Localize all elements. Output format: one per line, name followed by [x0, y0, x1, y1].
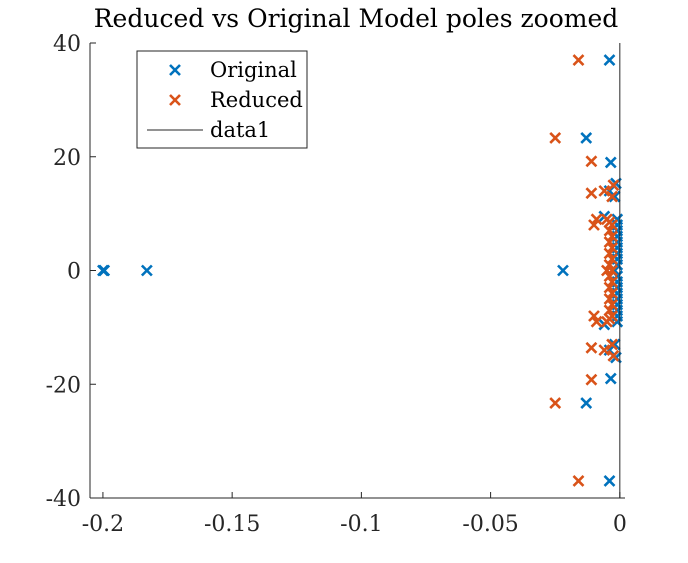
reduced-pole-marker — [606, 338, 618, 351]
original-pole-marker — [603, 54, 616, 66]
legend-original-label: Original — [210, 58, 297, 82]
original-pole-marker — [98, 264, 111, 277]
x-tick-label: 0 — [613, 512, 627, 537]
x-tick-label: -0.1 — [340, 512, 382, 537]
x-tick-label: -0.2 — [82, 512, 124, 537]
reduced-pole-marker — [549, 132, 562, 144]
chart-title: Reduced vs Original Model poles zoomed — [94, 4, 619, 33]
original-pole-marker — [140, 264, 153, 277]
legend-original-marker — [169, 64, 181, 76]
y-tick-label: -20 — [46, 373, 81, 398]
legend-data1-label: data1 — [210, 118, 270, 142]
x-tick-label: -0.15 — [204, 512, 260, 537]
reduced-pole-marker — [585, 341, 598, 354]
x-tick-label: -0.05 — [462, 512, 518, 537]
reduced-pole-marker — [598, 184, 611, 197]
reduced-pole-marker — [549, 397, 562, 409]
reduced-pole-marker — [585, 187, 598, 200]
reduced-pole-marker — [598, 344, 611, 357]
original-pole-marker — [603, 475, 616, 487]
reduced-pole-marker — [585, 373, 598, 386]
reduced-pole-marker — [606, 190, 618, 203]
legend-reduced-marker — [169, 94, 181, 106]
reduced-pole-marker — [607, 349, 620, 362]
original-pole-marker — [580, 397, 593, 409]
y-tick-label: -40 — [46, 487, 81, 512]
legend-reduced-label: Reduced — [210, 88, 303, 112]
y-tick-label: 40 — [53, 32, 81, 57]
reduced-pole-marker — [606, 264, 618, 277]
reduced-pole-marker — [572, 475, 585, 487]
legend-box — [136, 50, 308, 149]
reduced-pole-marker — [585, 155, 598, 168]
original-pole-marker — [580, 132, 593, 144]
original-pole-marker — [604, 372, 617, 385]
y-tick-label: 0 — [67, 260, 81, 285]
y-tick-label: 20 — [53, 146, 81, 171]
original-pole-marker — [604, 156, 617, 169]
original-pole-marker — [608, 338, 621, 351]
legend: Original Reduced data1 — [136, 50, 308, 149]
reduced-pole-marker — [588, 219, 600, 231]
reduced-pole-marker — [572, 54, 585, 66]
original-pole-marker — [608, 190, 621, 203]
reduced-pole-marker — [588, 310, 600, 322]
reduced-pole-marker — [607, 179, 620, 192]
original-pole-marker — [557, 264, 569, 277]
